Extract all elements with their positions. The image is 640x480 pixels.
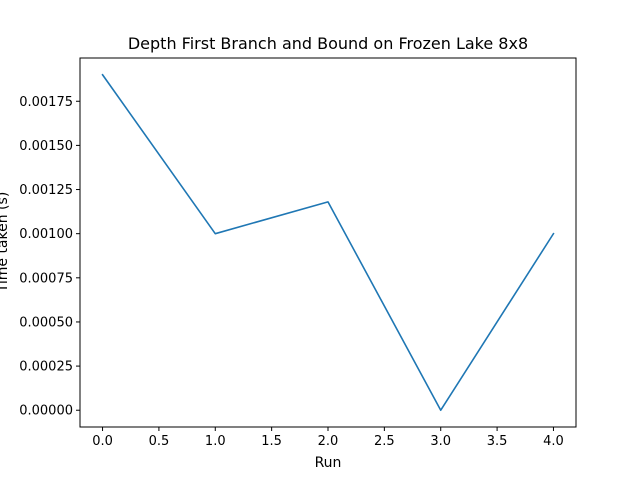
x-tick-label: 0.5: [149, 434, 170, 449]
y-tick-label: 0.00050: [19, 315, 73, 330]
y-tick-label: 0.00125: [19, 183, 73, 198]
y-tick-label: 0.00175: [19, 95, 73, 110]
x-tick-label: 1.5: [261, 434, 282, 449]
x-tick-label: 1.0: [205, 434, 226, 449]
x-tick-label: 3.0: [430, 434, 451, 449]
series-layer: [101, 73, 555, 412]
series-line: [101, 73, 555, 412]
y-tick-label: 0.00025: [19, 360, 73, 375]
x-tick-label: 4.0: [543, 434, 564, 449]
x-tick-label: 2.0: [318, 434, 339, 449]
plot-frame: [79, 57, 577, 428]
y-tick-label: 0.00150: [19, 139, 73, 154]
chart-title: Depth First Branch and Bound on Frozen L…: [128, 34, 528, 53]
x-tick-label: 2.5: [374, 434, 395, 449]
y-axis-ticks: 0.00000 0.00025 0.00050 0.00075 0.00100 0.001…: [19, 95, 80, 419]
y-tick-label: 0.00100: [19, 227, 73, 242]
y-tick-label: 0.00000: [19, 404, 73, 419]
y-axis-label: Time taken (s): [0, 192, 11, 294]
x-axis-ticks: 0.0 0.5 1.0 1.5 2.0 2.5 3.0 3.5 4.0: [92, 427, 564, 449]
x-tick-label: 3.5: [487, 434, 508, 449]
y-tick-label: 0.00075: [19, 271, 73, 286]
x-axis-label: Run: [315, 455, 342, 471]
x-tick-label: 0.0: [92, 434, 113, 449]
